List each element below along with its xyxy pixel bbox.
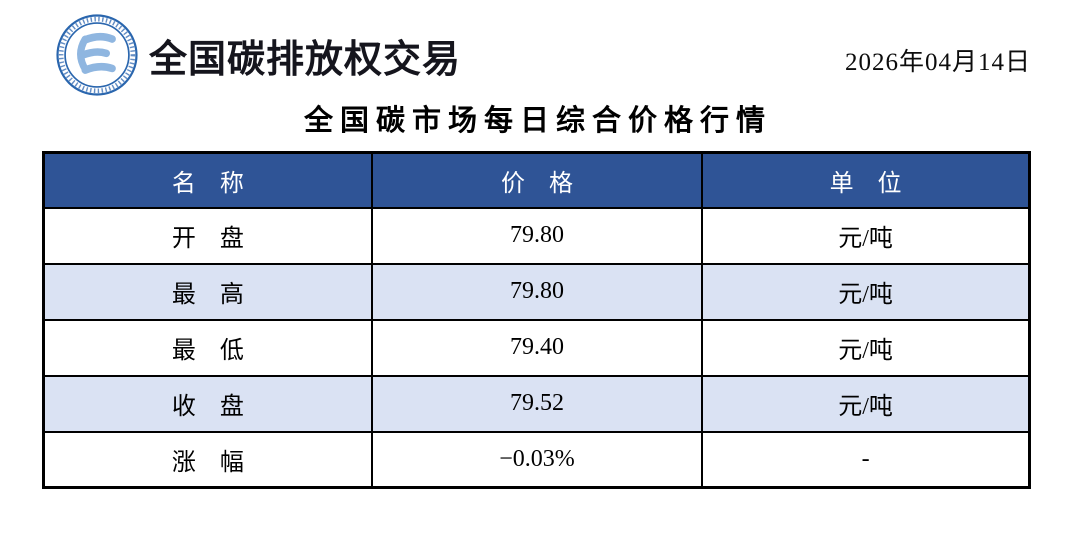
col-header-unit: 单 位 xyxy=(701,151,1031,209)
cell-unit: 元/吨 xyxy=(701,206,1031,265)
table-row-open: 开 盘 79.80 元/吨 xyxy=(42,206,1031,265)
table-row-low: 最 低 79.40 元/吨 xyxy=(42,318,1031,377)
cell-name: 最 低 xyxy=(42,318,373,377)
cell-name: 最 高 xyxy=(42,262,373,321)
table-header-row: 名 称 价 格 单 位 xyxy=(42,151,1031,209)
cell-price: 79.52 xyxy=(370,374,704,433)
cell-unit: 元/吨 xyxy=(701,262,1031,321)
cell-unit: 元/吨 xyxy=(701,318,1031,377)
col-header-price: 价 格 xyxy=(370,151,704,209)
brand-header: 全国碳排放权交易 xyxy=(55,13,461,97)
table-row-high: 最 高 79.80 元/吨 xyxy=(42,262,1031,321)
exchange-seal-icon xyxy=(56,14,138,96)
cell-name: 涨 幅 xyxy=(42,430,373,489)
table-row-close: 收 盘 79.52 元/吨 xyxy=(42,374,1031,433)
price-table: 名 称 价 格 单 位 开 盘 79.80 元/吨 最 高 79.80 元/吨 … xyxy=(42,151,1031,489)
brand-title: 全国碳排放权交易 xyxy=(149,38,462,81)
cell-unit: 元/吨 xyxy=(701,374,1031,433)
col-header-name: 名 称 xyxy=(42,151,373,209)
table-row-change: 涨 幅 −0.03% - xyxy=(42,430,1031,489)
cell-price: −0.03% xyxy=(370,430,704,489)
cell-name: 收 盘 xyxy=(42,374,373,433)
cell-price: 79.80 xyxy=(370,206,704,265)
report-date: 2026年04月14日 xyxy=(844,49,1031,76)
cell-unit: - xyxy=(701,430,1031,489)
page-title: 全国碳市场每日综合价格行情 xyxy=(303,105,772,137)
cell-price: 79.40 xyxy=(370,318,704,377)
cell-price: 79.80 xyxy=(370,262,704,321)
cell-name: 开 盘 xyxy=(42,206,373,265)
